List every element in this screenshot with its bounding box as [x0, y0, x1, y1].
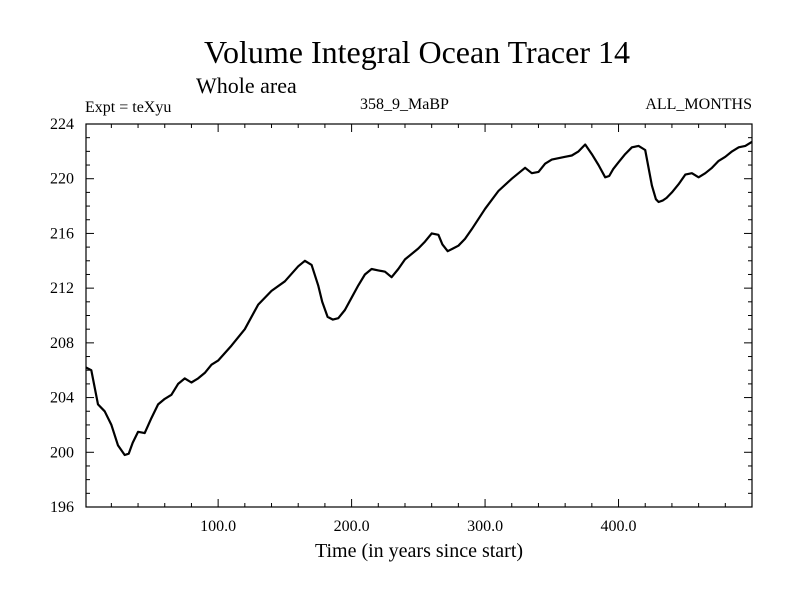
y-tick-label: 196	[50, 499, 74, 516]
x-tick-label: 300.0	[467, 518, 503, 535]
y-tick-label: 212	[50, 280, 74, 297]
dataset-label: 358_9_MaBP	[360, 96, 449, 113]
y-tick-label: 216	[50, 225, 74, 242]
chart-subtitle: Whole area	[196, 73, 297, 98]
y-tick-label: 204	[50, 390, 74, 407]
x-tick-labels: 100.0 200.0 300.0 400.0	[200, 518, 636, 535]
series-line	[85, 140, 753, 457]
experiment-label: Expt = teXyu	[85, 99, 171, 116]
x-tick-label: 100.0	[200, 518, 236, 535]
y-tick-labels: 196 200 204 208 212 216 220 224	[50, 116, 74, 516]
y-tick-label: 200	[50, 444, 74, 461]
y-axis	[86, 123, 752, 508]
x-tick-label: 400.0	[601, 518, 637, 535]
y-tick-label: 208	[50, 335, 74, 352]
months-label: ALL_MONTHS	[645, 96, 752, 113]
y-tick-label: 224	[50, 116, 74, 133]
x-axis	[110, 124, 753, 507]
x-tick-label: 200.0	[334, 518, 370, 535]
y-tick-label: 220	[50, 171, 74, 188]
x-axis-label: Time (in years since start)	[315, 540, 523, 562]
chart-title: Volume Integral Ocean Tracer 14	[204, 34, 630, 70]
